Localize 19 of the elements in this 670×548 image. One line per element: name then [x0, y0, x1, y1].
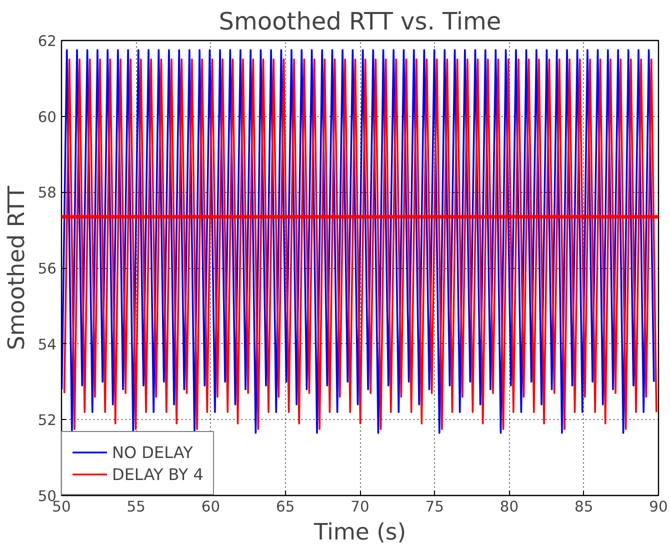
x-tick-label: 90 [649, 498, 668, 516]
y-tick-label: 60 [38, 108, 57, 126]
x-tick-label: 55 [126, 498, 146, 516]
x-tick-label: 65 [276, 498, 295, 516]
y-tick-label: 58 [38, 184, 57, 202]
legend-label: NO DELAY [112, 442, 193, 462]
x-tick-label: 60 [201, 498, 220, 516]
legend-label: DELAY BY 4 [112, 464, 204, 484]
y-axis-title: Smoothed RTT [4, 186, 30, 350]
y-tick-label: 54 [38, 336, 57, 354]
y-tick-label: 52 [38, 412, 57, 430]
x-axis-title: Time (s) [312, 520, 406, 546]
x-tick-label: 85 [574, 498, 594, 516]
y-tick-label: 62 [38, 33, 57, 50]
chart-title: Smoothed RTT vs. Time [218, 8, 502, 36]
y-tick-label: 56 [38, 260, 57, 278]
x-tick-label: 70 [350, 498, 370, 516]
x-tick-label: 80 [500, 498, 519, 516]
x-tick-label: 75 [425, 498, 444, 516]
